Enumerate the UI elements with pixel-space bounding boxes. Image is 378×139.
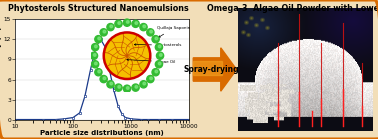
Circle shape [155, 70, 158, 73]
Circle shape [155, 61, 163, 68]
Circle shape [123, 19, 131, 26]
Circle shape [107, 81, 114, 88]
Text: Spray-drying: Spray-drying [183, 65, 239, 74]
Circle shape [126, 87, 129, 89]
Circle shape [90, 52, 98, 59]
Circle shape [98, 37, 101, 40]
Circle shape [118, 85, 121, 88]
X-axis label: Particle size distributions (nm): Particle size distributions (nm) [40, 130, 164, 136]
Circle shape [135, 22, 138, 24]
Circle shape [95, 69, 102, 76]
Circle shape [132, 20, 139, 27]
Circle shape [132, 84, 139, 91]
Circle shape [91, 44, 99, 51]
FancyArrow shape [193, 48, 237, 91]
Circle shape [95, 36, 102, 43]
Circle shape [100, 75, 107, 83]
Circle shape [98, 70, 101, 73]
FancyArrow shape [193, 61, 222, 75]
Circle shape [152, 69, 159, 76]
Circle shape [155, 44, 163, 51]
Circle shape [123, 85, 131, 92]
Circle shape [158, 62, 161, 65]
Circle shape [110, 82, 113, 85]
Circle shape [143, 25, 146, 28]
Circle shape [91, 61, 99, 68]
Circle shape [93, 54, 96, 56]
Circle shape [126, 21, 129, 23]
Circle shape [104, 33, 150, 78]
Circle shape [155, 37, 158, 40]
Circle shape [94, 62, 97, 65]
Circle shape [158, 45, 161, 48]
Text: Algae Oil: Algae Oil [127, 59, 175, 64]
Circle shape [143, 82, 146, 85]
Circle shape [140, 23, 147, 31]
Circle shape [147, 29, 154, 36]
Circle shape [150, 30, 152, 33]
Circle shape [118, 22, 121, 24]
Circle shape [115, 20, 122, 27]
Circle shape [160, 54, 162, 56]
Circle shape [94, 45, 97, 48]
Text: Omega-3  Algae Oil Powder with Lower Fishy: Omega-3 Algae Oil Powder with Lower Fish… [207, 4, 378, 13]
Circle shape [140, 81, 147, 88]
Circle shape [135, 85, 138, 88]
Circle shape [115, 84, 122, 91]
Circle shape [103, 77, 106, 80]
Text: Phytosterols Structured Nanoemulsions: Phytosterols Structured Nanoemulsions [8, 4, 189, 13]
Circle shape [100, 29, 107, 36]
Circle shape [150, 77, 152, 80]
Text: Quillaja Saponin: Quillaja Saponin [157, 26, 190, 37]
Circle shape [107, 23, 114, 31]
Circle shape [147, 75, 154, 83]
Circle shape [152, 36, 159, 43]
Circle shape [103, 30, 106, 33]
Text: Phytosterols: Phytosterols [134, 43, 183, 47]
Circle shape [110, 25, 113, 28]
Circle shape [156, 52, 164, 59]
Y-axis label: Relative intensity (%): Relative intensity (%) [0, 26, 2, 113]
